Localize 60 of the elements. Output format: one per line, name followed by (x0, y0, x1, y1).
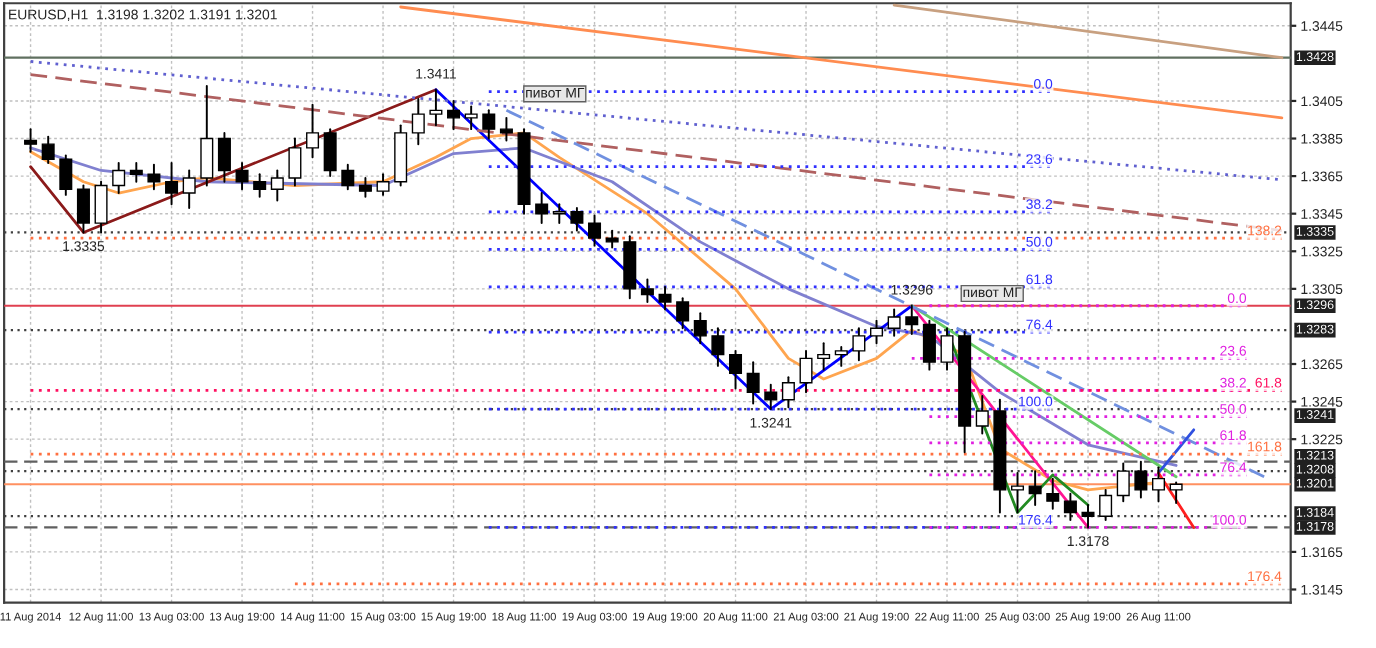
candlestick (182, 169, 196, 210)
candlestick (817, 342, 831, 371)
candlestick (640, 278, 654, 303)
candlestick (799, 349, 813, 394)
candlestick (552, 203, 566, 225)
candlestick (411, 98, 425, 146)
candlestick (852, 327, 866, 362)
candlestick (447, 99, 461, 131)
candlestick (200, 84, 214, 187)
candlestick (729, 349, 743, 390)
candlestick (1099, 488, 1113, 521)
candlestick (693, 312, 707, 345)
candlestick (905, 304, 919, 335)
candlestick (676, 297, 690, 330)
candlestick (975, 394, 989, 435)
candlestick (535, 192, 549, 225)
candlestick (358, 177, 372, 198)
candlestick (623, 235, 637, 300)
candlestick (341, 163, 355, 191)
candlestick (217, 131, 231, 183)
candlestick (464, 105, 478, 131)
candlestick (429, 88, 443, 127)
candlestick (235, 161, 249, 191)
candlestick (940, 327, 954, 371)
candlestick (746, 361, 760, 405)
candlestick (112, 161, 126, 194)
candlestick (870, 319, 884, 345)
candlestick (306, 103, 320, 159)
candlestick (588, 214, 602, 247)
candlestick (1116, 462, 1130, 503)
candlestick (270, 169, 284, 202)
candlestick (165, 161, 179, 206)
candlestick (834, 346, 848, 367)
candlestick (376, 173, 390, 196)
candlestick (94, 180, 108, 234)
candlestick (1169, 481, 1183, 505)
candlestick (764, 383, 778, 411)
candlestick (711, 327, 725, 367)
candlestick (59, 154, 73, 196)
candlestick (288, 137, 302, 187)
candlestick (129, 161, 143, 183)
candlestick (323, 128, 337, 178)
candlestick (147, 163, 161, 191)
candlestick (1028, 470, 1042, 506)
candlestick (922, 319, 936, 371)
candlestick (781, 376, 795, 409)
candlestick (1046, 477, 1060, 510)
candlestick (41, 135, 55, 164)
candlestick (887, 308, 901, 337)
candlestick (76, 184, 90, 234)
candlestick (482, 109, 496, 140)
candlestick (570, 207, 584, 232)
candlestick (1151, 466, 1166, 503)
candlestick (24, 128, 38, 153)
candlestick (1063, 492, 1077, 521)
candlestick (253, 173, 267, 198)
candlestick (1081, 503, 1095, 529)
candlestick (499, 116, 513, 142)
candlestick (1134, 460, 1148, 499)
candlestick (658, 286, 672, 311)
